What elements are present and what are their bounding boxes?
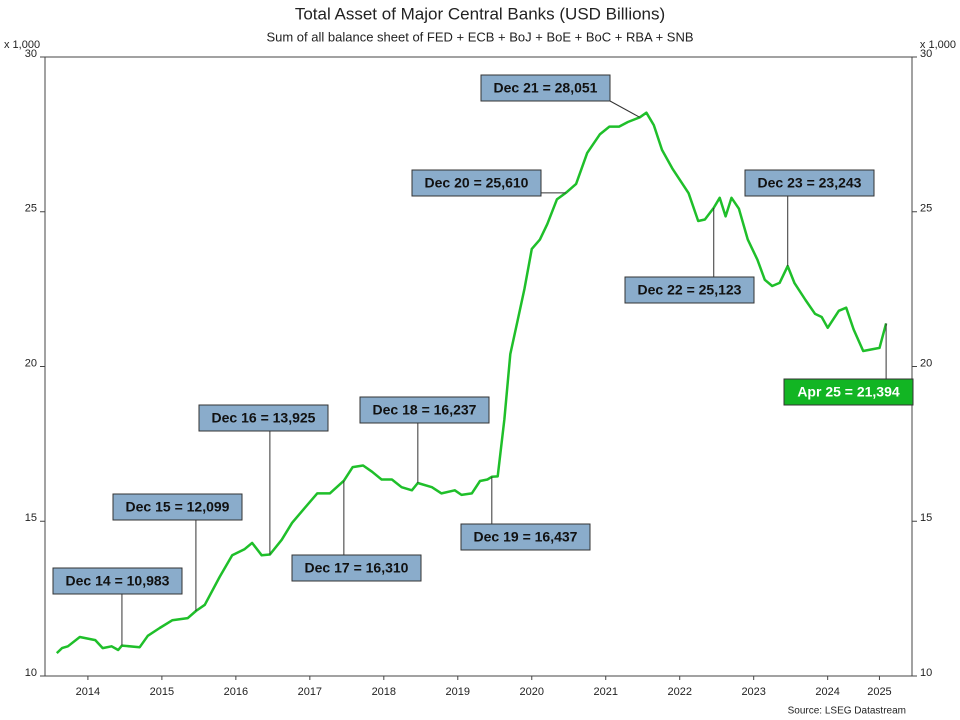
- y-tick-label: 10: [920, 667, 932, 679]
- annotation-box: [480, 74, 611, 102]
- annotation-box: [198, 404, 329, 432]
- annotation-label: Dec 15 = 12,099: [126, 499, 230, 515]
- annotation-label: Dec 14 = 10,983: [66, 573, 170, 589]
- annotation-label: Dec 21 = 28,051: [494, 80, 598, 96]
- annotation-label: Dec 16 = 13,925: [212, 410, 316, 426]
- annotation-box: [783, 378, 914, 406]
- annotation-label: Dec 18 = 16,237: [373, 402, 477, 418]
- annotation-label: Dec 17 = 16,310: [305, 560, 409, 576]
- x-tick-label: 2017: [298, 686, 322, 698]
- annotation-label: Dec 23 = 23,243: [758, 175, 862, 191]
- annotation-label: Dec 22 = 25,123: [638, 282, 742, 298]
- source-note: Source: LSEG Datastream: [788, 706, 906, 717]
- y-tick-label: 30: [25, 48, 37, 60]
- y-tick-label: 20: [25, 357, 37, 369]
- data-line: [55, 111, 888, 655]
- x-tick-label: 2022: [667, 686, 691, 698]
- x-tick-label: 2020: [520, 686, 544, 698]
- x-tick-label: 2016: [224, 686, 248, 698]
- x-tick-label: 2018: [372, 686, 396, 698]
- annotation-box: [52, 567, 183, 595]
- annotation-box: [624, 276, 755, 304]
- x-tick-label: 2019: [446, 686, 470, 698]
- chart-subtitle: Sum of all balance sheet of FED + ECB + …: [266, 29, 693, 44]
- unit-label: x 1,000: [4, 39, 40, 51]
- x-tick-label: 2023: [741, 686, 765, 698]
- y-tick-label: 10: [25, 667, 37, 679]
- annotation-label: Dec 19 = 16,437: [474, 529, 578, 545]
- x-tick-label: 2024: [815, 686, 839, 698]
- x-tick-label: 2014: [76, 686, 100, 698]
- y-tick-label: 25: [920, 203, 932, 215]
- annotation-box: [291, 554, 422, 582]
- annotation-label: Apr 25 = 21,394: [797, 384, 900, 400]
- annotation-box: [744, 169, 875, 197]
- annotation-box: [112, 493, 243, 521]
- y-tick-label: 15: [920, 512, 932, 524]
- x-tick-label: 2021: [593, 686, 617, 698]
- y-tick-label: 25: [25, 203, 37, 215]
- unit-label: x 1,000: [920, 39, 956, 51]
- annotation-box: [411, 169, 542, 197]
- y-tick-label: 20: [920, 357, 932, 369]
- annotation-label: Dec 20 = 25,610: [425, 175, 529, 191]
- y-tick-label: 15: [25, 512, 37, 524]
- y-tick-label: 30: [920, 48, 932, 60]
- annotation-box: [460, 523, 591, 551]
- chart-title: Total Asset of Major Central Banks (USD …: [295, 4, 665, 23]
- x-tick-label: 2025: [867, 686, 891, 698]
- annotation-box: [359, 396, 490, 424]
- x-tick-label: 2015: [150, 686, 174, 698]
- annotation-connector: [609, 100, 641, 118]
